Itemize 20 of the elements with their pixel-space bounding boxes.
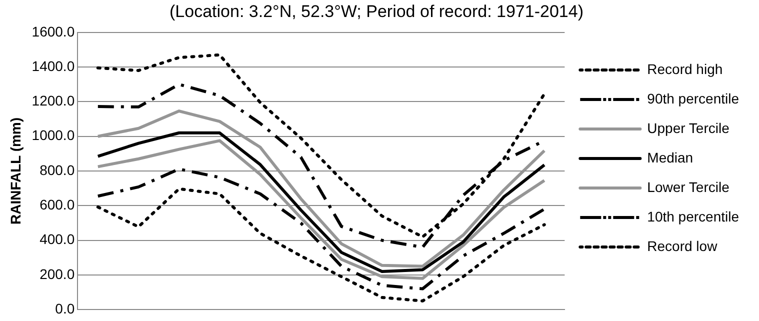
y-tick-label: 1000.0 bbox=[32, 127, 75, 144]
y-tick-label: 400.0 bbox=[40, 231, 75, 248]
legend-label: Upper Tercile bbox=[647, 120, 730, 136]
y-tick-label: 0.0 bbox=[55, 300, 75, 316]
line-series bbox=[96, 187, 546, 302]
legend-label: Record high bbox=[647, 60, 723, 77]
legend-label: 90th percentile bbox=[647, 90, 740, 106]
line-series bbox=[96, 168, 546, 290]
y-tick-label: 1200.0 bbox=[32, 92, 75, 109]
y-tick-label: 200.0 bbox=[40, 266, 75, 282]
legend-label: Median bbox=[647, 149, 694, 166]
legend-label: 10th percentile bbox=[647, 208, 740, 224]
chart-title: (Location: 3.2°N, 52.3°W; Period of record: 1971-2014) bbox=[170, 2, 584, 21]
y-tick-label: 1400.0 bbox=[32, 58, 75, 74]
legend-label: Record low bbox=[647, 238, 718, 254]
y-tick-label: 600.0 bbox=[40, 196, 75, 213]
y-tick-label: 800.0 bbox=[40, 162, 75, 178]
y-axis-title: RAINFALL (mm) bbox=[7, 117, 24, 225]
legend-label: Lower Tercile bbox=[647, 178, 730, 195]
y-tick-label: 1600.0 bbox=[32, 23, 75, 40]
